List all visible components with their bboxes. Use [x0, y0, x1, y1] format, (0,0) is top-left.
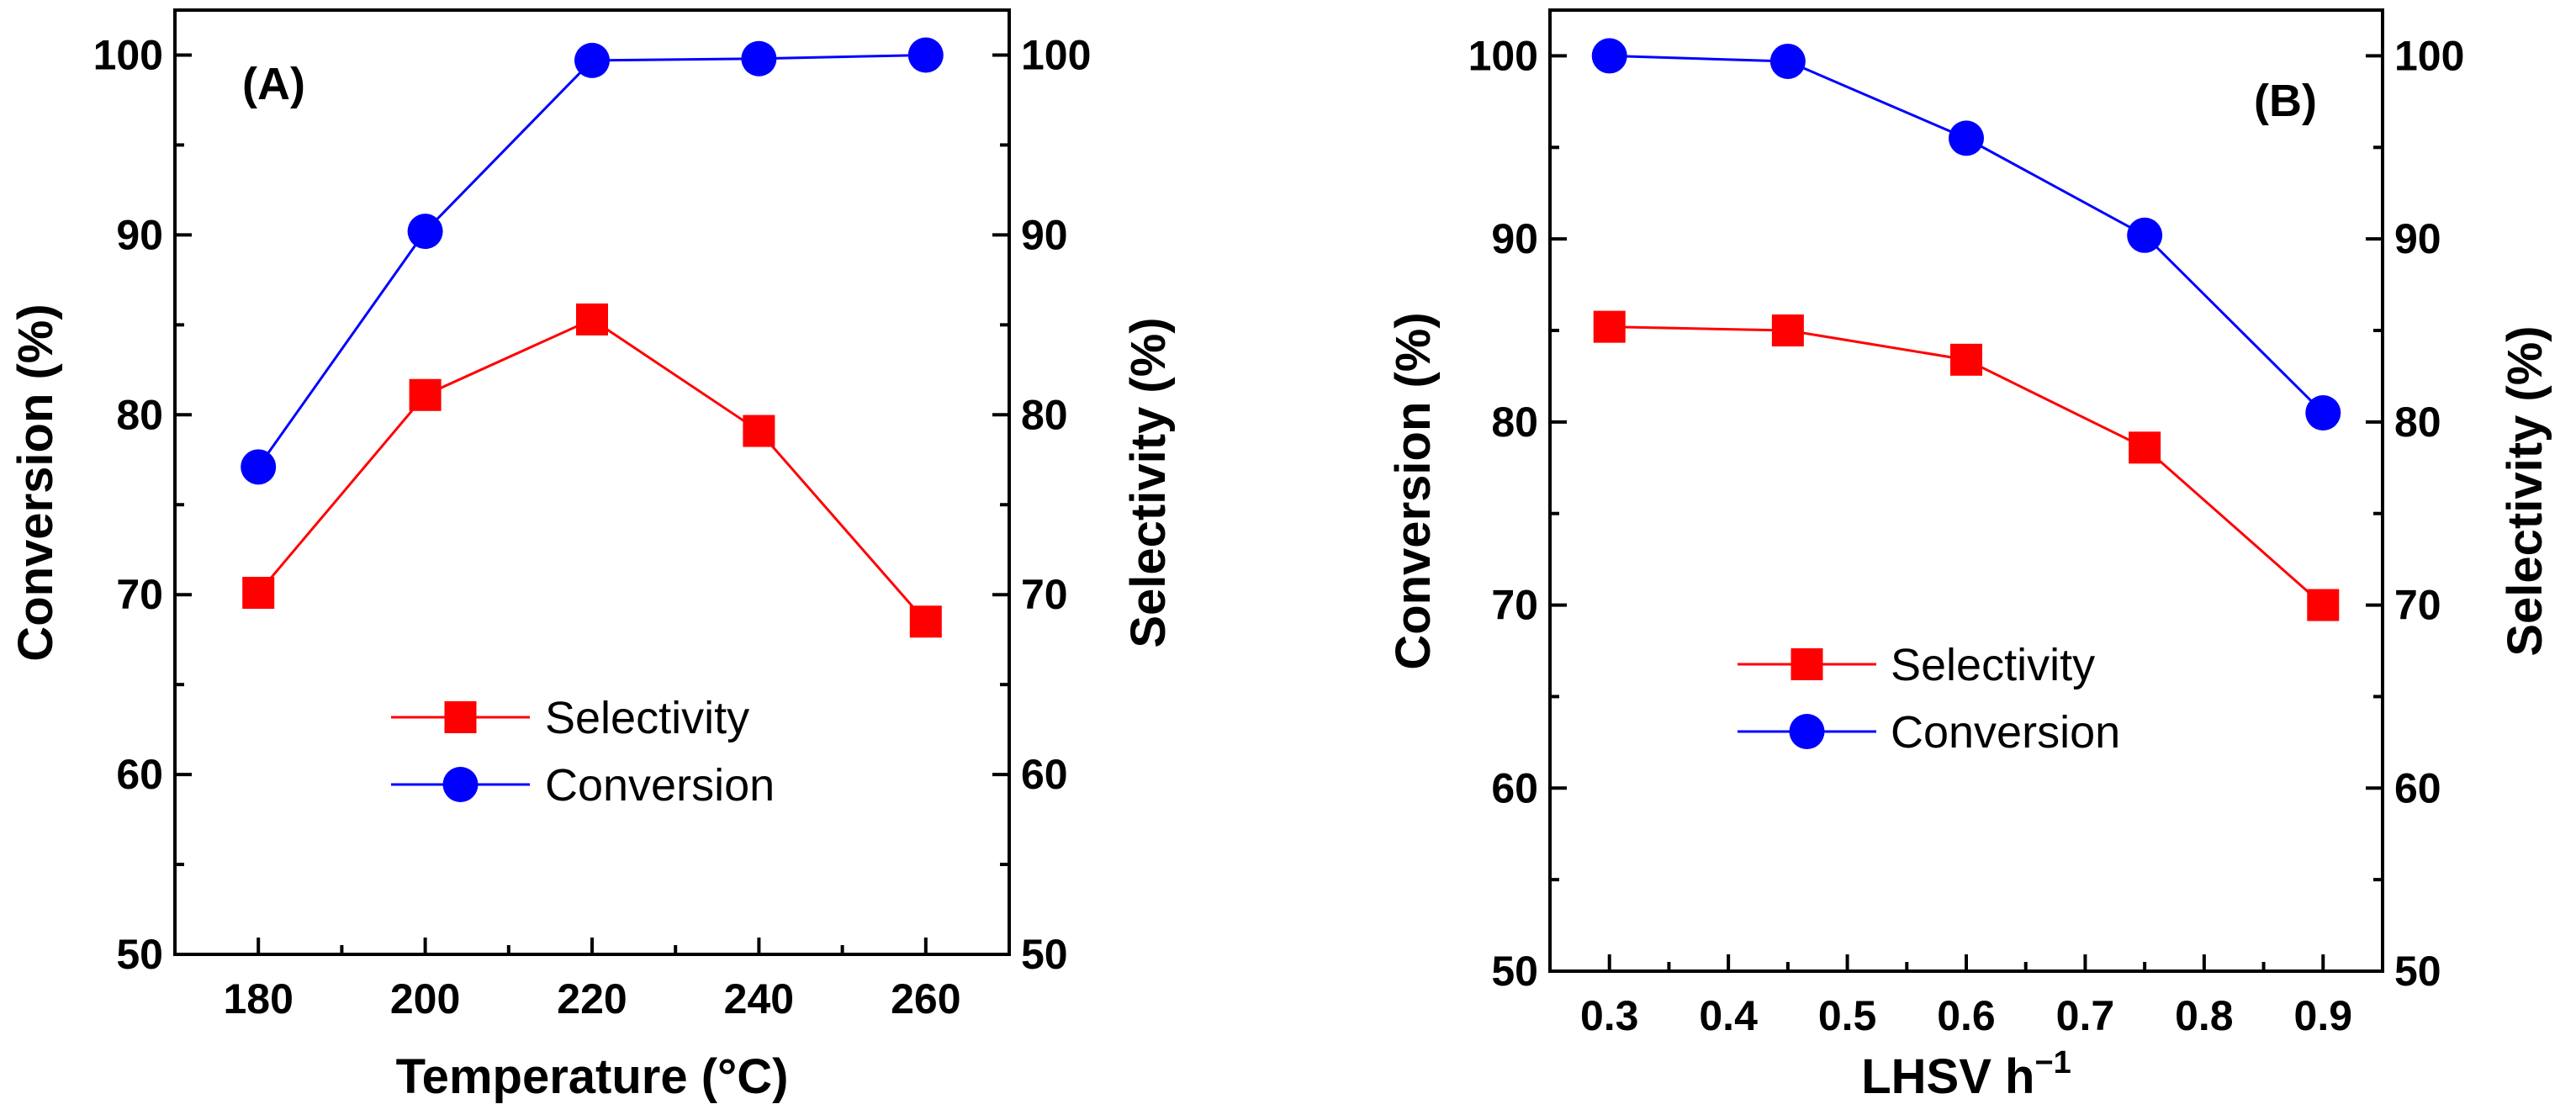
- y-tick-label-left: 60: [1491, 764, 1538, 811]
- y-tick-label-left: 90: [116, 211, 163, 258]
- y-tick-label-right: 60: [2394, 764, 2441, 811]
- conversion-point: [574, 42, 610, 78]
- conversion-point: [741, 40, 777, 77]
- legend-conversion-label: Conversion: [1891, 707, 2120, 758]
- y-tick-label-right: 100: [2394, 32, 2464, 79]
- y-tick-label-right: 90: [1021, 211, 1068, 258]
- x-axis-title-superscript: −1: [2034, 1045, 2071, 1080]
- conversion-point: [241, 449, 277, 485]
- plot-frame: [173, 8, 1011, 956]
- y-tick-label-left: 100: [93, 31, 163, 78]
- y-tick-label-left: 80: [116, 391, 163, 438]
- x-tick-label: 0.7: [2056, 992, 2115, 1039]
- y-tick-label-left: 70: [116, 571, 163, 618]
- y-axis-title-right: Selectivity (%): [1121, 317, 1176, 647]
- conversion-point: [1949, 120, 1984, 156]
- legend-selectivity-label: Selectivity: [1891, 640, 2095, 690]
- selectivity-point: [242, 577, 275, 610]
- x-tick-label: 0.5: [1818, 992, 1877, 1039]
- selectivity-point: [1950, 343, 1982, 376]
- y-tick-label-left: 60: [116, 751, 163, 798]
- y-tick-label-right: 60: [1021, 751, 1068, 798]
- selectivity-point: [2129, 431, 2161, 464]
- y-tick-label-right: 90: [2394, 215, 2441, 262]
- y-tick-label-right: 80: [1021, 391, 1068, 438]
- x-tick-label: 180: [223, 975, 293, 1022]
- x-tick-label: 0.4: [1699, 992, 1758, 1039]
- chart-panel-a: 50 50 60 60 70 70 80 80 90 90 100 100 180 200 220 240 26…: [8, 8, 1176, 1104]
- x-tick-label: 260: [891, 975, 960, 1022]
- legend-conversion-marker: [1789, 714, 1825, 749]
- y-tick-label-left: 70: [1491, 582, 1538, 629]
- x-tick-label: 200: [390, 975, 460, 1022]
- legend-conversion-marker: [442, 767, 479, 802]
- y-tick-label-left: 50: [1491, 948, 1538, 995]
- panel-label: (B): [2254, 76, 2317, 126]
- x-tick-label: 0.8: [2175, 992, 2234, 1039]
- x-axis-title: LHSV h−1: [1861, 1045, 2071, 1104]
- panel-label: (A): [242, 59, 305, 109]
- y-tick-label-right: 70: [2394, 582, 2441, 629]
- x-tick-label: 240: [724, 975, 794, 1022]
- selectivity-point: [1593, 310, 1626, 343]
- conversion-point: [2305, 394, 2341, 431]
- legend-selectivity-marker: [444, 701, 477, 733]
- selectivity-series-line: [257, 318, 927, 623]
- x-tick-label: 220: [557, 975, 627, 1022]
- y-tick-label-right: 80: [2394, 399, 2441, 446]
- y-tick-label-right: 50: [2394, 948, 2441, 995]
- selectivity-point: [909, 605, 942, 638]
- chart-panel-b: 50 50 60 60 70 70 80 80 90 90 100 100 0.3 0.4 0.5 0.6 0.…: [1386, 8, 2552, 1104]
- legend-selectivity-label: Selectivity: [545, 693, 749, 743]
- selectivity-point: [1771, 314, 1804, 346]
- y-axis-title-left: Conversion (%): [8, 304, 63, 661]
- conversion-point: [907, 37, 944, 73]
- selectivity-point: [409, 378, 442, 411]
- selectivity-point: [576, 303, 608, 335]
- y-tick-label-left: 50: [116, 931, 163, 978]
- conversion-series-line: [257, 53, 926, 468]
- y-axis-title-left: Conversion (%): [1386, 312, 1441, 669]
- y-tick-label-right: 100: [1021, 31, 1091, 78]
- selectivity-point: [743, 415, 775, 447]
- conversion-point: [2127, 217, 2163, 253]
- x-tick-label: 0.3: [1580, 992, 1639, 1039]
- conversion-point: [407, 214, 443, 250]
- y-tick-label-right: 70: [1021, 571, 1068, 618]
- x-tick-label: 0.6: [1937, 992, 1996, 1039]
- x-axis-title: Temperature (°C): [396, 1049, 789, 1104]
- conversion-point: [1591, 38, 1627, 74]
- y-tick-label-left: 90: [1491, 215, 1538, 262]
- x-tick-label: 0.9: [2294, 992, 2353, 1039]
- legend-conversion-label: Conversion: [545, 760, 775, 811]
- y-tick-label-left: 100: [1468, 32, 1538, 79]
- selectivity-point: [2307, 589, 2340, 621]
- legend-selectivity-marker: [1791, 648, 1823, 680]
- y-tick-label-left: 80: [1491, 399, 1538, 446]
- y-tick-label-right: 50: [1021, 931, 1068, 978]
- y-axis-title-right: Selectivity (%): [2498, 325, 2552, 656]
- conversion-point: [1769, 43, 1806, 79]
